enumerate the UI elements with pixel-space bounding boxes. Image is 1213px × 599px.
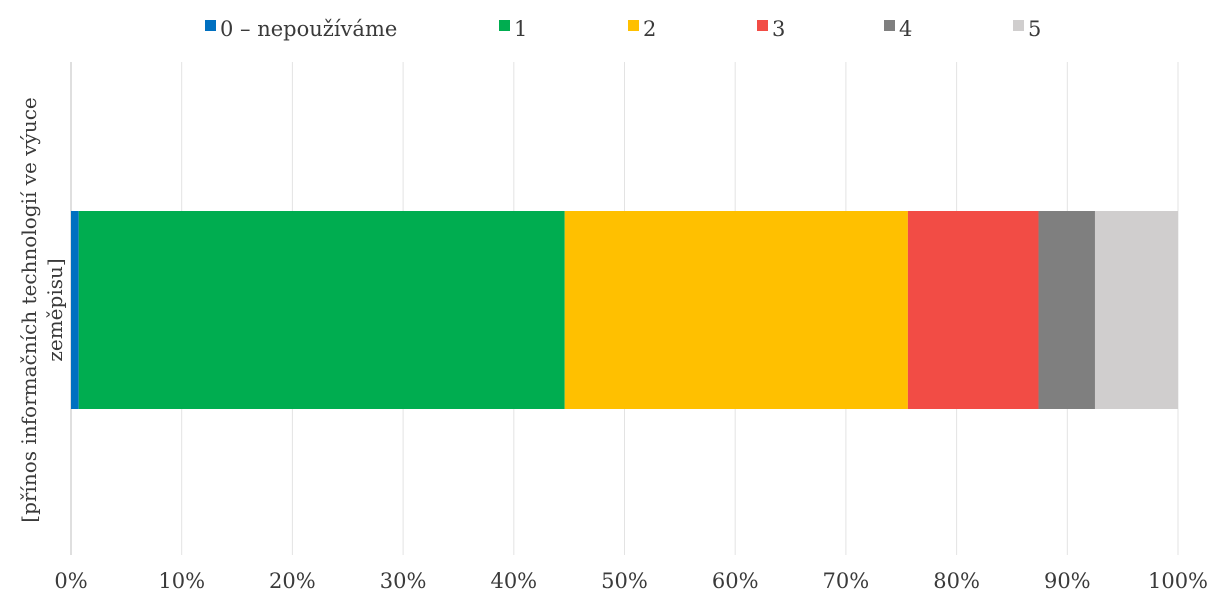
category-label-line: [přínos informačních technologií ve výuc… (17, 97, 41, 522)
x-tick-label: 100% (1148, 569, 1208, 593)
legend-swatch-0 (205, 20, 216, 31)
legend-label-1: 1 (514, 17, 527, 41)
x-tick-label: 10% (158, 569, 205, 593)
legend-label-3: 3 (772, 17, 785, 41)
legend-swatch-5 (1013, 20, 1024, 31)
bar-segment-2 (564, 211, 908, 409)
x-axis-tick-labels: 0% 10% 20% 30% 40% 50% 60% 70% 80% 90% 100% (54, 569, 1208, 593)
legend-label-0: 0 – nepoužíváme (220, 17, 397, 41)
legend: 0 – nepoužíváme 1 2 3 4 5 (205, 17, 1041, 41)
legend-swatch-4 (884, 20, 895, 31)
legend-label-2: 2 (643, 17, 656, 41)
x-tick-label: 50% (601, 569, 648, 593)
x-tick-label: 80% (933, 569, 980, 593)
bar-segment-1 (78, 211, 565, 409)
x-tick-label: 60% (712, 569, 759, 593)
legend-label-5: 5 (1028, 17, 1041, 41)
bar-segment-0 (71, 211, 79, 409)
x-tick-label: 90% (1044, 569, 1091, 593)
legend-label-4: 4 (899, 17, 912, 41)
legend-swatch-2 (628, 20, 639, 31)
x-tick-label: 70% (823, 569, 870, 593)
category-label: [přínos informačních technologií ve výuc… (17, 97, 67, 522)
bar-segments (71, 211, 1178, 409)
bar-segment-5 (1094, 211, 1178, 409)
x-tick-label: 0% (54, 569, 87, 593)
bar-segment-4 (1038, 211, 1095, 409)
x-tick-label: 20% (269, 569, 316, 593)
legend-swatch-1 (499, 20, 510, 31)
bar-segment-3 (907, 211, 1039, 409)
category-axis-labels: [přínos informačních technologií ve výuc… (17, 97, 67, 522)
x-tick-label: 40% (490, 569, 537, 593)
legend-swatch-3 (757, 20, 768, 31)
x-tick-label: 30% (380, 569, 427, 593)
category-label-line: zeměpisu] (43, 258, 67, 361)
